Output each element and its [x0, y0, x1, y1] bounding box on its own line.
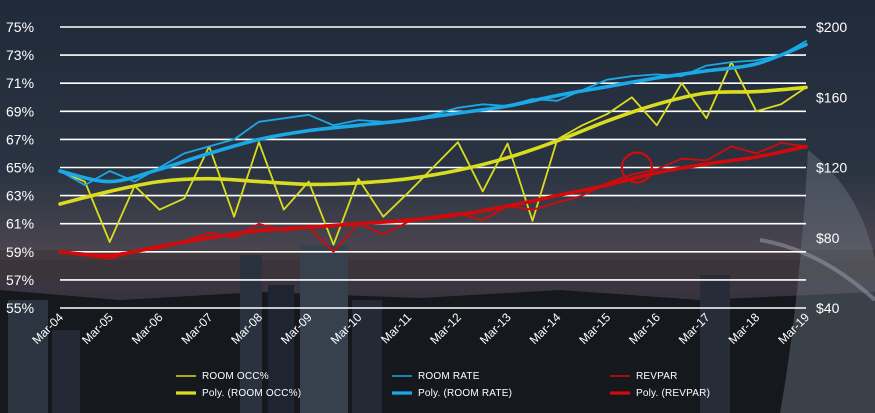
y-axis-left: 75% 73% 71% 69% 67% 65% 63% 61% 59% 57% 55% — [6, 19, 34, 316]
y-right-tick-label: $120 — [816, 160, 847, 176]
y-left-tick-label: 63% — [6, 188, 34, 204]
highlight-circle — [620, 151, 654, 184]
legend-label: Poly. (REVPAR) — [636, 388, 710, 399]
legend-label: ROOM RATE — [418, 371, 480, 382]
legend-label: Poly. (ROOM RATE) — [418, 388, 512, 399]
y-right-tick-label: $80 — [816, 230, 840, 246]
y-left-tick-label: 59% — [6, 244, 34, 260]
series-line-poly-room-occ — [58, 85, 808, 206]
legend: ROOM OCC% ROOM RATE REVPAR Poly. (ROOM OCC%… — [176, 371, 710, 399]
y-left-tick-label: 55% — [6, 300, 34, 316]
y-left-tick-label: 67% — [6, 131, 34, 147]
y-right-tick-label: $40 — [816, 300, 840, 316]
y-axis-right: $200 $160 $120 $80 $40 — [816, 19, 847, 316]
y-right-tick-label: $160 — [816, 89, 847, 105]
gridlines — [60, 26, 806, 309]
y-left-tick-label: 57% — [6, 272, 34, 288]
series-lines — [58, 40, 808, 260]
y-right-tick-label: $200 — [816, 19, 847, 35]
legend-label: Poly. (ROOM OCC%) — [202, 388, 301, 399]
y-left-tick-label: 75% — [6, 19, 34, 35]
highlight-circle-mark — [620, 151, 654, 184]
series-line-poly-room-rate — [58, 42, 808, 184]
series-line-poly-revpar — [58, 144, 808, 258]
legend-label: REVPAR — [636, 371, 678, 382]
y-left-tick-label: 65% — [6, 160, 34, 176]
legend-label: ROOM OCC% — [202, 371, 269, 382]
series-line-room-rate — [59, 40, 807, 186]
y-left-tick-label: 69% — [6, 103, 34, 119]
y-left-tick-label: 71% — [6, 75, 34, 91]
series-line-room-occ — [59, 61, 807, 246]
y-left-tick-label: 61% — [6, 216, 34, 232]
y-left-tick-label: 73% — [6, 47, 34, 63]
